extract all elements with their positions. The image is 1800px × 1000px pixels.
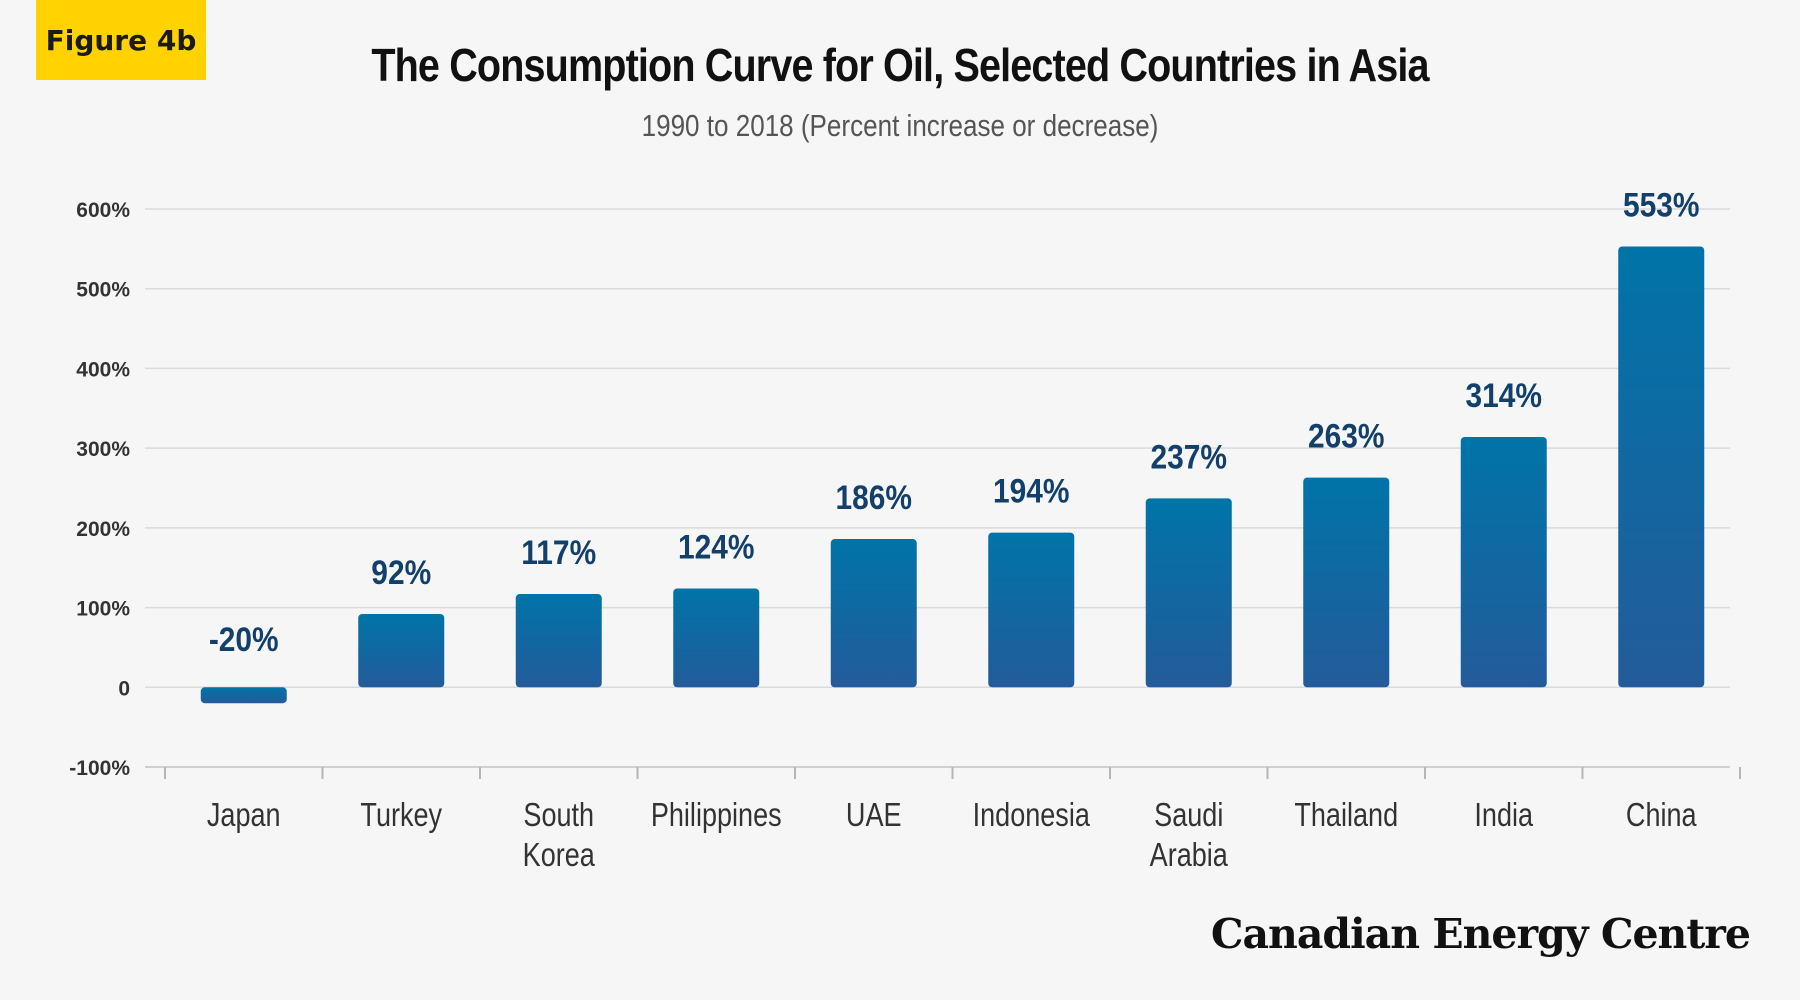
bar bbox=[1303, 477, 1390, 688]
x-category-label: Thailand bbox=[1294, 798, 1398, 834]
data-label: 237% bbox=[1150, 438, 1227, 476]
y-tick-label: 400% bbox=[76, 358, 130, 381]
y-tick-label: 300% bbox=[76, 438, 130, 461]
category-labels: Japan Turkey South Korea Philippines UAE Indon… bbox=[207, 798, 1697, 874]
value-labels: -20% 92% 117% 124% 186% 194% 237% 263% 314% 553% bbox=[209, 186, 1700, 659]
x-category-label: Turkey bbox=[360, 798, 442, 834]
x-category-label: India bbox=[1474, 798, 1533, 834]
y-tick-label: -100% bbox=[69, 757, 130, 780]
chart-subtitle: 1990 to 2018 (Percent increase or decrea… bbox=[641, 108, 1159, 143]
x-axis bbox=[145, 766, 1741, 779]
bars bbox=[200, 246, 1705, 704]
data-label: 553% bbox=[1623, 186, 1700, 224]
bar bbox=[515, 594, 602, 688]
x-category-label: China bbox=[1626, 798, 1697, 834]
bar bbox=[673, 588, 760, 688]
y-tick-label: 500% bbox=[76, 279, 130, 302]
data-label: 194% bbox=[993, 472, 1070, 510]
x-category-label: Arabia bbox=[1150, 838, 1228, 874]
y-axis-ticks: 600% 500% 400% 300% 200% 100% 0 -100% bbox=[69, 199, 130, 780]
bar bbox=[1145, 498, 1232, 688]
data-label: 124% bbox=[678, 528, 755, 566]
data-label: 314% bbox=[1465, 376, 1542, 414]
y-tick-label: 0 bbox=[118, 677, 130, 700]
bar bbox=[988, 532, 1075, 688]
figure-badge: Figure 4b bbox=[36, 0, 206, 80]
bar bbox=[830, 539, 917, 688]
bar bbox=[1618, 246, 1705, 688]
x-category-label: Korea bbox=[523, 838, 595, 874]
x-category-label: South bbox=[523, 798, 594, 834]
data-label: 263% bbox=[1308, 417, 1385, 455]
y-tick-label: 600% bbox=[76, 199, 130, 222]
y-tick-label: 200% bbox=[76, 518, 130, 541]
brand-logo-text: Canadian Energy Centre bbox=[1210, 910, 1751, 958]
x-category-label: UAE bbox=[846, 798, 902, 834]
bar bbox=[200, 687, 287, 704]
x-category-label: Saudi bbox=[1154, 798, 1223, 834]
data-label: 92% bbox=[371, 553, 431, 591]
data-label: 186% bbox=[835, 478, 912, 516]
data-label: 117% bbox=[521, 533, 596, 571]
chart-title: The Consumption Curve for Oil, Selected … bbox=[371, 39, 1429, 91]
x-category-label: Japan bbox=[207, 798, 281, 834]
x-category-label: Indonesia bbox=[973, 798, 1090, 834]
data-label: -20% bbox=[209, 620, 279, 658]
y-tick-label: 100% bbox=[76, 598, 130, 621]
bar bbox=[1460, 436, 1547, 688]
bar bbox=[358, 613, 445, 688]
x-category-label: Philippines bbox=[651, 798, 782, 834]
